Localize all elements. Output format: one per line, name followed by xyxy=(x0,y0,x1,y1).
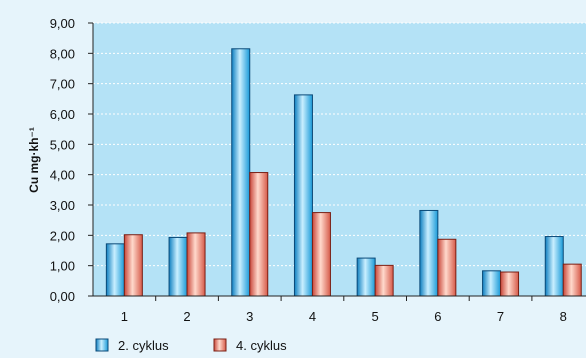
y-tick-label: 3,00 xyxy=(50,198,75,213)
x-tick-label: 5 xyxy=(372,309,379,324)
x-tick-label: 4 xyxy=(309,309,316,324)
y-tick-label: 9,00 xyxy=(50,16,75,31)
bar-series2 xyxy=(186,232,206,297)
bar-series2 xyxy=(123,234,143,297)
bar-series2 xyxy=(311,212,331,297)
y-tick-label: 2,00 xyxy=(50,228,75,243)
x-tick-label: 6 xyxy=(434,309,441,324)
plot-area xyxy=(93,23,586,296)
bar-series1 xyxy=(231,48,251,297)
legend-label: 4. cyklus xyxy=(236,338,287,353)
y-axis-label: Cu mg·kh⁻¹ xyxy=(27,127,41,193)
y-tick-label: 1,00 xyxy=(50,259,75,274)
legend-label: 2. cyklus xyxy=(118,338,169,353)
x-tick-label: 3 xyxy=(246,309,253,324)
bar-series1 xyxy=(419,209,439,297)
x-tick-label: 2 xyxy=(183,309,190,324)
y-tick-label: 5,00 xyxy=(50,137,75,152)
x-tick-label: 7 xyxy=(497,309,504,324)
x-tick-label: 1 xyxy=(121,309,128,324)
legend: 2. cyklus 4. cyklus xyxy=(95,338,287,353)
x-tick-label: 8 xyxy=(560,309,567,324)
bar-series1 xyxy=(482,270,502,297)
y-tick-label: 4,00 xyxy=(50,168,75,183)
y-tick-label: 7,00 xyxy=(50,77,75,92)
y-tick-label: 6,00 xyxy=(50,107,75,122)
bar-series1 xyxy=(293,94,313,297)
bar-series2 xyxy=(562,263,582,297)
bar-series1 xyxy=(105,243,125,297)
bar-series2 xyxy=(374,264,394,297)
bar-series2 xyxy=(249,172,269,297)
y-tick-label: 8,00 xyxy=(50,46,75,61)
legend-swatch xyxy=(95,338,109,352)
bar-series1 xyxy=(356,257,376,297)
legend-swatch xyxy=(213,338,227,352)
bar-series1 xyxy=(168,236,188,297)
bar-series2 xyxy=(500,271,520,297)
bar-series1 xyxy=(544,236,564,297)
bar-series2 xyxy=(437,238,457,297)
y-tick-label: 0,00 xyxy=(50,289,75,304)
